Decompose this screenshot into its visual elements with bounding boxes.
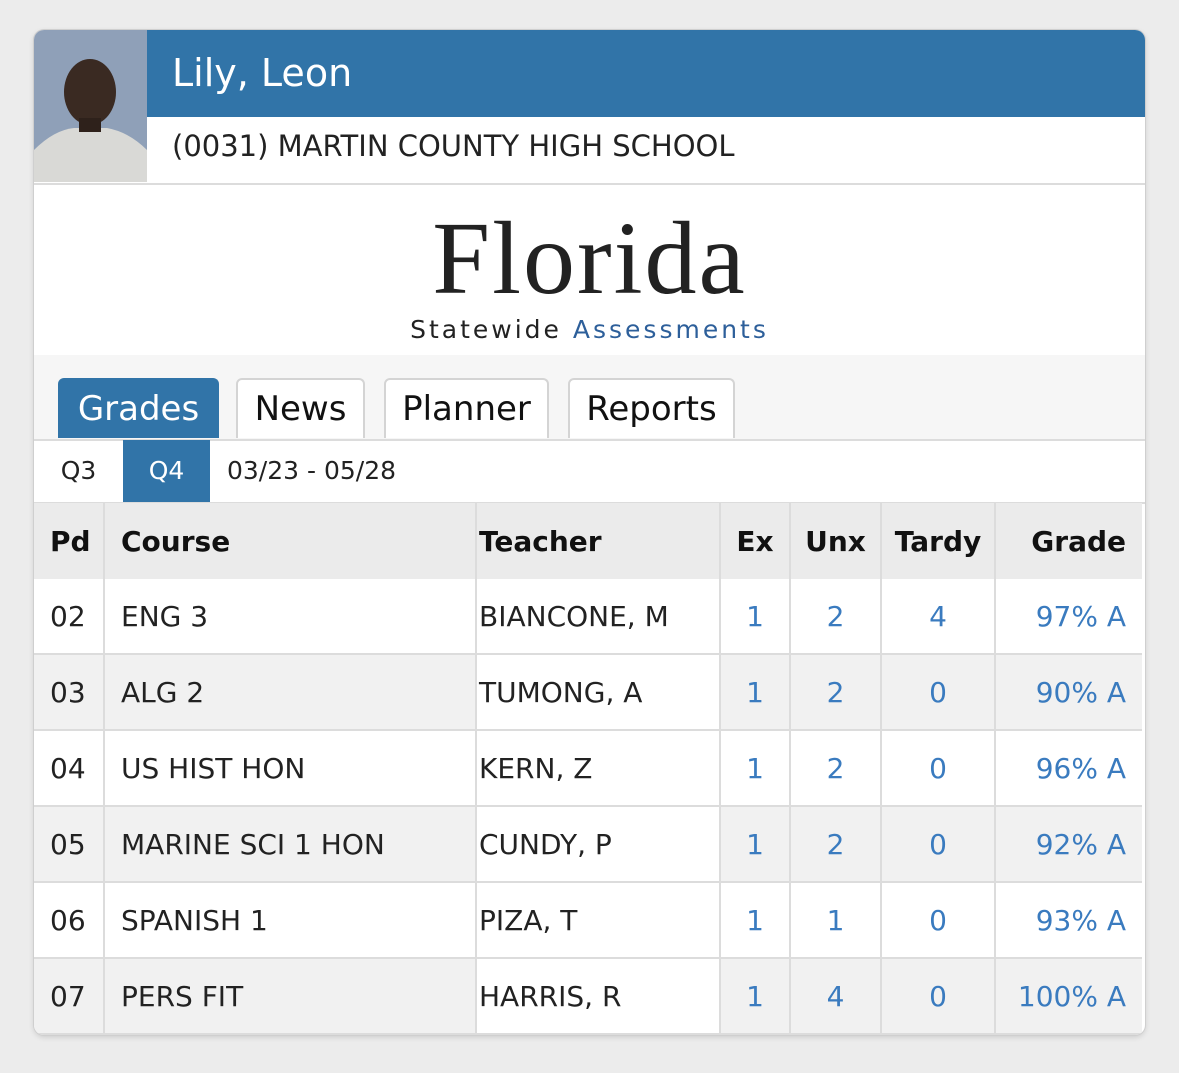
- cell: ENG 3: [104, 579, 477, 655]
- grades-table: Pd Course Teacher Ex Unx Tardy Grade 02 ENG 3 BIA…: [34, 503, 1142, 1035]
- cell: 96% A: [995, 730, 1142, 807]
- cell: 0: [881, 654, 996, 731]
- logo-line: Statewide: [410, 315, 562, 344]
- tab-bar: Grades News Planner Reports: [34, 355, 1145, 441]
- cell: 1: [790, 882, 882, 959]
- cell: PERS FIT: [104, 958, 477, 1035]
- header-row: Pd Course Teacher Ex Unx Tardy Grade: [34, 503, 1142, 579]
- course-row[interactable]: 02 ENG 3 BIANCONE, M 1 2 4 97% A: [34, 579, 1142, 655]
- school-name: (0031) MARTIN COUNTY HIGH SCHOOL: [172, 129, 735, 163]
- cell: 07: [34, 958, 105, 1035]
- term[interactable]: Q3: [60, 456, 97, 485]
- logo-subtitle: Statewide Assessments: [34, 315, 1145, 344]
- cell: 0: [881, 882, 996, 959]
- cell: 0: [881, 958, 996, 1035]
- course-row[interactable]: 05 MARINE SCI 1 HON CUNDY, P 1 2 0 92% A: [34, 806, 1142, 883]
- cell: HARRIS, R: [476, 958, 721, 1035]
- cell: 04: [34, 730, 105, 807]
- column-header: Teacher: [476, 503, 721, 579]
- cell: US HIST HON: [104, 730, 477, 807]
- cell: SPANISH 1: [104, 882, 477, 959]
- logo-line: Assessments: [572, 315, 769, 344]
- cell: 97% A: [995, 579, 1142, 655]
- cell: 2: [790, 654, 882, 731]
- cell: 1: [720, 730, 791, 807]
- tab[interactable]: News: [236, 378, 365, 438]
- date-range: 03/23 - 05/28: [227, 456, 397, 485]
- term-bar: 03/23 - 05/28 Q3 Q4: [34, 440, 1145, 504]
- column-header: Pd: [34, 503, 105, 579]
- tab[interactable]: Reports: [568, 378, 735, 438]
- cell: KERN, Z: [476, 730, 721, 807]
- cell: 0: [881, 806, 996, 883]
- student-name: Lily, Leon: [147, 30, 1145, 117]
- logo: Florida Statewide Assessments: [34, 183, 1145, 357]
- cell: TUMONG, A: [476, 654, 721, 731]
- cell: 1: [720, 806, 791, 883]
- course-row[interactable]: 03 ALG 2 TUMONG, A 1 2 0 90% A: [34, 654, 1142, 731]
- cell: 92% A: [995, 806, 1142, 883]
- cell: PIZA, T: [476, 882, 721, 959]
- cell: ALG 2: [104, 654, 477, 731]
- cell: 02: [34, 579, 105, 655]
- column-header: Unx: [790, 503, 882, 579]
- course-row[interactable]: 07 PERS FIT HARRIS, R 1 4 0 100% A: [34, 958, 1142, 1035]
- cell: 0: [881, 730, 996, 807]
- student-card: Lily, Leon (0031) MARTIN COUNTY HIGH SCH…: [34, 30, 1145, 1035]
- cell: 2: [790, 806, 882, 883]
- cell: 4: [790, 958, 882, 1035]
- course-row[interactable]: 06 SPANISH 1 PIZA, T 1 1 0 93% A: [34, 882, 1142, 959]
- cell: 1: [720, 958, 791, 1035]
- cell: 1: [720, 882, 791, 959]
- cell: 03: [34, 654, 105, 731]
- column-header: Ex: [720, 503, 791, 579]
- cell: BIANCONE, M: [476, 579, 721, 655]
- cell: 90% A: [995, 654, 1142, 731]
- logo-title: Florida: [432, 201, 747, 316]
- cell: 06: [34, 882, 105, 959]
- term[interactable]: Q4: [123, 440, 210, 502]
- course-row[interactable]: 04 US HIST HON KERN, Z 1 2 0 96% A: [34, 730, 1142, 807]
- student-photo: [34, 30, 147, 182]
- cell: 1: [720, 579, 791, 655]
- cell: 2: [790, 730, 882, 807]
- column-header: Tardy: [881, 503, 996, 579]
- cell: 2: [790, 579, 882, 655]
- cell: 93% A: [995, 882, 1142, 959]
- cell: CUNDY, P: [476, 806, 721, 883]
- column-header: Grade: [995, 503, 1142, 579]
- cell: MARINE SCI 1 HON: [104, 806, 477, 883]
- tab[interactable]: Planner: [384, 378, 549, 438]
- cell: 1: [720, 654, 791, 731]
- cell: 100% A: [995, 958, 1142, 1035]
- tab[interactable]: Grades: [58, 378, 219, 438]
- column-header: Course: [104, 503, 477, 579]
- cell: 4: [881, 579, 996, 655]
- cell: 05: [34, 806, 105, 883]
